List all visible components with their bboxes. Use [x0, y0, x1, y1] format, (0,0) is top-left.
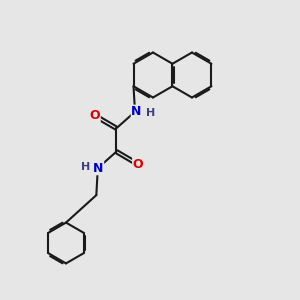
Text: N: N [93, 162, 103, 175]
Text: O: O [89, 109, 100, 122]
Text: H: H [146, 108, 155, 118]
Text: H: H [81, 162, 90, 172]
Text: N: N [131, 105, 142, 118]
Text: O: O [133, 158, 143, 171]
